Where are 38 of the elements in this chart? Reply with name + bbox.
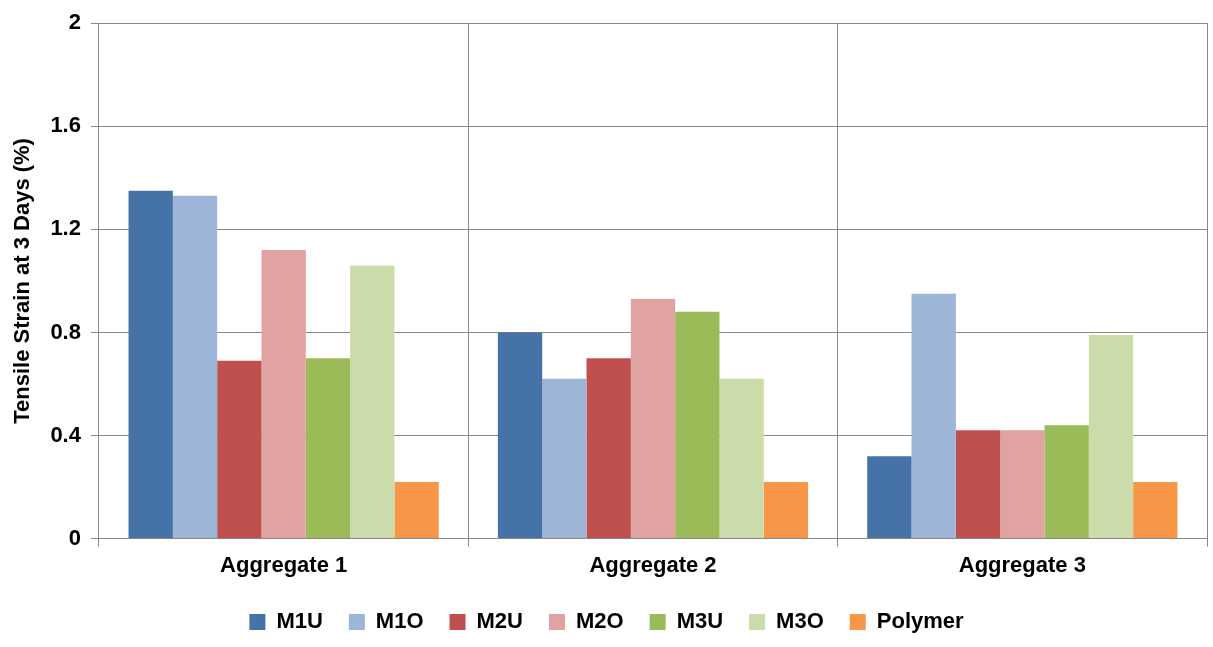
legend-label: M2U xyxy=(476,608,523,634)
y-axis-title: Tensile Strain at 3 Days (%) xyxy=(9,138,35,424)
bar xyxy=(217,360,262,539)
legend-label: M1O xyxy=(375,608,424,634)
y-tick-label: 0.4 xyxy=(50,421,82,447)
bar xyxy=(1133,481,1178,539)
x-tick-label: Aggregate 2 xyxy=(589,551,717,577)
bar xyxy=(719,378,764,539)
bar xyxy=(128,190,173,539)
bar xyxy=(305,358,351,539)
legend-label: M3U xyxy=(676,608,724,634)
bar xyxy=(586,358,631,539)
bar xyxy=(675,311,720,539)
bar xyxy=(350,265,395,539)
bar xyxy=(1044,425,1089,539)
x-tick-label: Aggregate 3 xyxy=(958,551,1086,577)
bar xyxy=(630,298,676,539)
y-tick-label: 0.8 xyxy=(50,318,81,344)
y-tick-label: 0 xyxy=(68,524,81,550)
bar xyxy=(172,195,218,539)
bar xyxy=(1000,430,1045,539)
bar xyxy=(497,332,543,539)
bar xyxy=(867,456,912,539)
bar xyxy=(763,481,809,539)
bar xyxy=(261,249,306,539)
legend-label: M1U xyxy=(276,608,323,634)
legend-label: M3O xyxy=(776,608,824,634)
y-tick-label: 2 xyxy=(68,9,81,35)
legend-label: M2O xyxy=(575,608,624,634)
bar xyxy=(955,430,1001,539)
x-tick-label: Aggregate 1 xyxy=(220,551,348,577)
legend-label: Polymer xyxy=(876,608,965,634)
y-tick-label: 1.2 xyxy=(50,215,81,241)
bar xyxy=(542,378,587,539)
bar xyxy=(394,481,439,539)
y-tick-label: 1.6 xyxy=(50,112,81,138)
bar xyxy=(1088,335,1134,539)
bar xyxy=(911,293,956,539)
